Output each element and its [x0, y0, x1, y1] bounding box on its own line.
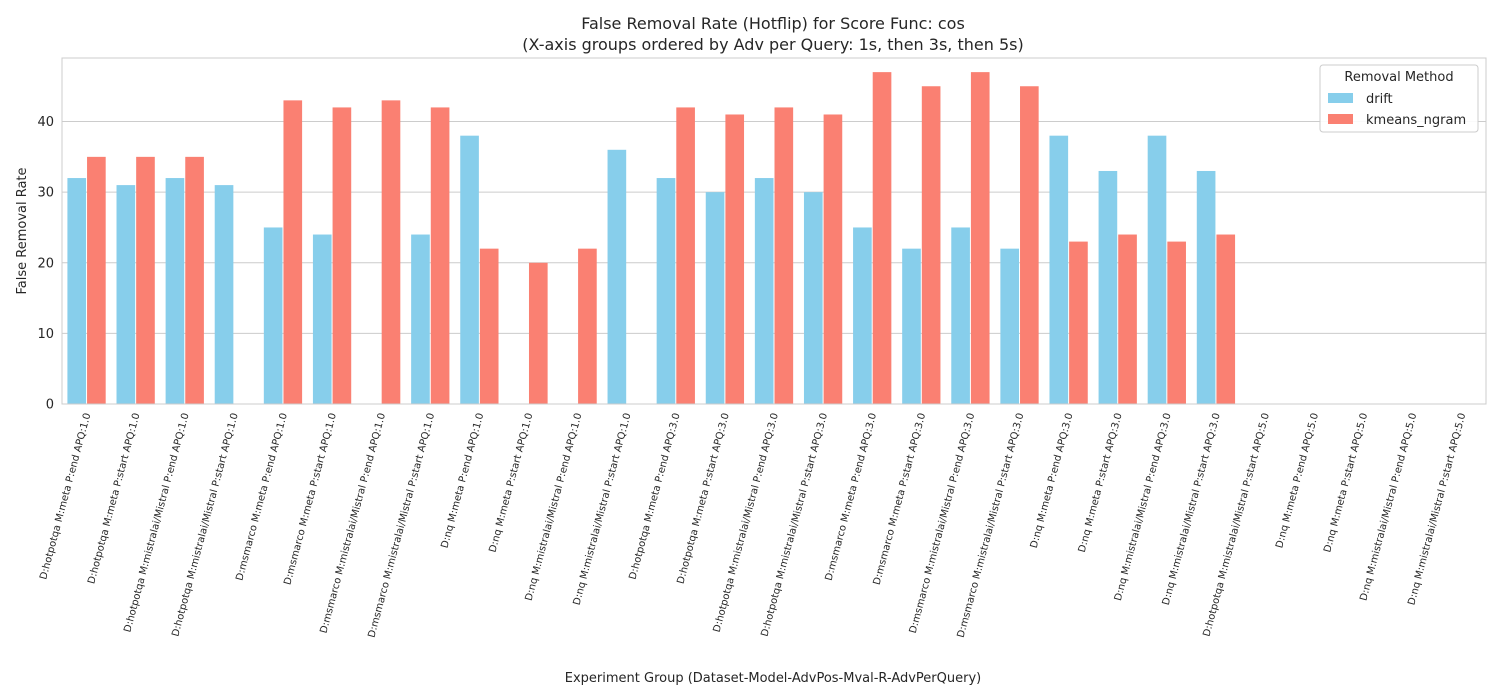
bar-drift-1 [116, 185, 136, 404]
bar-drift-2 [165, 178, 185, 404]
bar-drift-21 [1098, 170, 1118, 404]
legend-label-kmeans-ngram: kmeans_ngram [1366, 113, 1466, 128]
bar-drift-0 [67, 178, 87, 404]
legend-box [1319, 64, 1479, 133]
y-tick-label: 40 [37, 115, 54, 130]
bar-drift-16 [853, 227, 872, 404]
legend-title: Removal Method [1344, 70, 1453, 85]
bar-kmeans-ngram-9 [528, 262, 548, 404]
bar-kmeans-ngram-10 [578, 248, 597, 404]
bar-drift-18 [951, 227, 970, 404]
legend-swatch-drift [1328, 93, 1353, 103]
bar-drift-23 [1196, 170, 1216, 404]
bar-drift-11 [607, 149, 627, 404]
bar-drift-17 [902, 248, 921, 404]
legend-label-drift: drift [1366, 92, 1393, 107]
bar-drift-22 [1147, 135, 1167, 404]
bar-drift-4 [263, 227, 283, 404]
chart-subtitle: (X-axis groups ordered by Adv per Query:… [522, 35, 1023, 54]
bar-drift-8 [460, 135, 479, 404]
bar-kmeans-ngram-4 [283, 100, 303, 405]
bar-kmeans-ngram-0 [87, 156, 106, 404]
bar-kmeans-ngram-8 [479, 248, 499, 404]
y-tick-label: 20 [37, 256, 54, 271]
bar-drift-14 [754, 178, 774, 404]
bar-kmeans-ngram-15 [823, 114, 843, 404]
bar-drift-7 [411, 234, 430, 404]
bar-kmeans-ngram-1 [136, 156, 155, 404]
bar-kmeans-ngram-13 [725, 114, 745, 404]
bar-kmeans-ngram-17 [921, 86, 941, 404]
bar-kmeans-ngram-5 [332, 107, 352, 404]
bar-kmeans-ngram-6 [381, 100, 401, 405]
bar-drift-20 [1049, 135, 1069, 404]
y-axis-label: False Removal Rate [15, 167, 30, 294]
bar-kmeans-ngram-20 [1069, 241, 1088, 404]
plot-frame [61, 57, 1487, 405]
bar-kmeans-ngram-22 [1167, 241, 1186, 404]
bar-kmeans-ngram-16 [872, 72, 892, 405]
bar-kmeans-ngram-2 [185, 156, 204, 404]
bar-kmeans-ngram-7 [430, 107, 450, 404]
bar-drift-13 [705, 192, 725, 404]
bar-drift-12 [656, 178, 676, 404]
y-tick-labels: 0 10 20 30 40 [37, 115, 54, 412]
legend-swatch-kmeans-ngram [1328, 114, 1353, 124]
bar-kmeans-ngram-21 [1118, 234, 1137, 404]
y-tick-label: 10 [37, 327, 54, 342]
y-tick-label: 30 [37, 186, 54, 201]
bar-drift-19 [1000, 248, 1020, 404]
bar-drift-15 [803, 192, 823, 404]
chart-title: False Removal Rate (Hotflip) for Score F… [581, 14, 965, 33]
bar-drift-5 [312, 234, 332, 404]
bars [67, 72, 1236, 405]
bar-kmeans-ngram-23 [1216, 234, 1236, 404]
x-axis-label: Experiment Group (Dataset-Model-AdvPos-M… [565, 671, 981, 686]
y-tick-label: 0 [46, 398, 54, 413]
legend: Removal Method drift kmeans_ngram [1319, 64, 1479, 133]
bar-kmeans-ngram-19 [1020, 86, 1039, 404]
bar-drift-3 [214, 185, 234, 404]
bar-kmeans-ngram-18 [970, 72, 990, 405]
bar-kmeans-ngram-14 [774, 107, 794, 404]
bar-kmeans-ngram-12 [676, 107, 695, 404]
